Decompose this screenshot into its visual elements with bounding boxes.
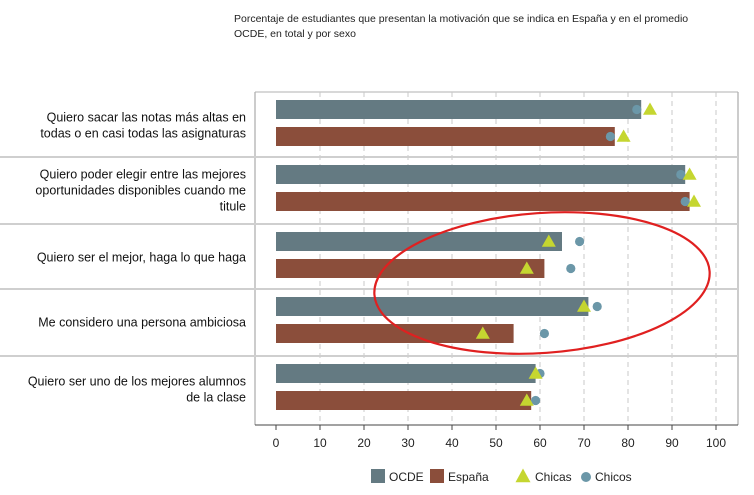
legend-label-chicos: Chicos <box>595 470 632 484</box>
category-label: Quiero ser uno de los mejores alumnos <box>28 375 246 389</box>
marker-chicos-espana-0 <box>605 131 616 142</box>
bar-espana-2 <box>276 259 545 278</box>
legend-marker-chicas <box>515 468 531 483</box>
legend-label-chicas: Chicas <box>535 470 572 484</box>
legend-swatch-espana <box>430 469 444 483</box>
category-label: de la clase <box>186 391 246 405</box>
grid <box>254 91 739 425</box>
x-tick-label: 90 <box>665 436 679 450</box>
category-label: Quiero poder elegir entre las mejores <box>40 168 246 182</box>
legend-label-ocde: OCDE <box>389 470 424 484</box>
bar-espana-0 <box>276 127 615 146</box>
x-tick-label: 100 <box>706 436 726 450</box>
category-label: titule <box>220 200 246 214</box>
marker-chicas-espana-0 <box>616 129 631 142</box>
legend-marker-chicos <box>581 472 591 482</box>
marker-chicos-espana-4 <box>531 395 541 406</box>
marker-chicos-espana-1 <box>680 196 690 207</box>
markers <box>475 102 701 406</box>
marker-chicas-ocde-2 <box>541 234 556 247</box>
annotation <box>373 211 711 355</box>
x-tick-label: 10 <box>313 436 327 450</box>
marker-chicos-ocde-1 <box>676 169 686 180</box>
category-label: Quiero ser el mejor, haga lo que haga <box>37 251 246 265</box>
x-tick-label: 40 <box>445 436 459 450</box>
bars <box>276 100 690 410</box>
category-labels: Quiero sacar las notas más altas en todas… <box>28 111 246 405</box>
marker-chicas-espana-4 <box>519 393 534 406</box>
x-tick-label: 30 <box>401 436 415 450</box>
legend-label-espana: España <box>448 470 489 484</box>
x-axis: 0 10 20 30 40 50 60 70 80 90 100 <box>255 424 738 450</box>
marker-chicas-ocde-4 <box>528 366 543 379</box>
highlight-ellipse <box>373 211 711 355</box>
marker-chicos-espana-3 <box>539 328 550 339</box>
x-tick-label: 0 <box>273 436 280 450</box>
category-label: todas o en casi todas las asignaturas <box>40 127 246 141</box>
bar-ocde-1 <box>276 165 686 184</box>
marker-chicos-ocde-2 <box>575 236 585 247</box>
bar-ocde-3 <box>276 297 589 316</box>
group-separators <box>0 156 738 357</box>
marker-chicas-espana-2 <box>519 261 534 274</box>
x-tick-label: 70 <box>577 436 591 450</box>
x-tick-label: 80 <box>621 436 635 450</box>
marker-chicos-espana-2 <box>566 263 576 274</box>
bar-espana-1 <box>276 192 690 211</box>
marker-chicas-ocde-0 <box>643 102 657 115</box>
marker-chicos-ocde-3 <box>592 301 602 312</box>
bar-ocde-4 <box>276 364 536 383</box>
marker-chicas-ocde-1 <box>682 167 697 180</box>
x-tick-label: 60 <box>533 436 547 450</box>
marker-chicos-ocde-0 <box>632 104 642 115</box>
x-tick-label: 20 <box>357 436 371 450</box>
marker-chicas-espana-3 <box>475 326 490 339</box>
bar-espana-3 <box>276 324 514 343</box>
bar-espana-4 <box>276 391 532 410</box>
legend: OCDE España Chicas Chicos <box>371 468 632 484</box>
legend-swatch-ocde <box>371 469 385 483</box>
x-tick-label: 50 <box>489 436 503 450</box>
category-label: Quiero sacar las notas más altas en <box>47 111 246 125</box>
bar-ocde-0 <box>276 100 642 119</box>
marker-chicas-ocde-3 <box>577 299 591 312</box>
category-label: Me considero una persona ambiciosa <box>38 316 246 330</box>
chart-title: Porcentaje de estudiantes que presentan … <box>234 13 689 40</box>
marker-chicas-espana-1 <box>687 194 701 207</box>
category-label: oportunidades disponibles cuando me <box>35 184 246 198</box>
